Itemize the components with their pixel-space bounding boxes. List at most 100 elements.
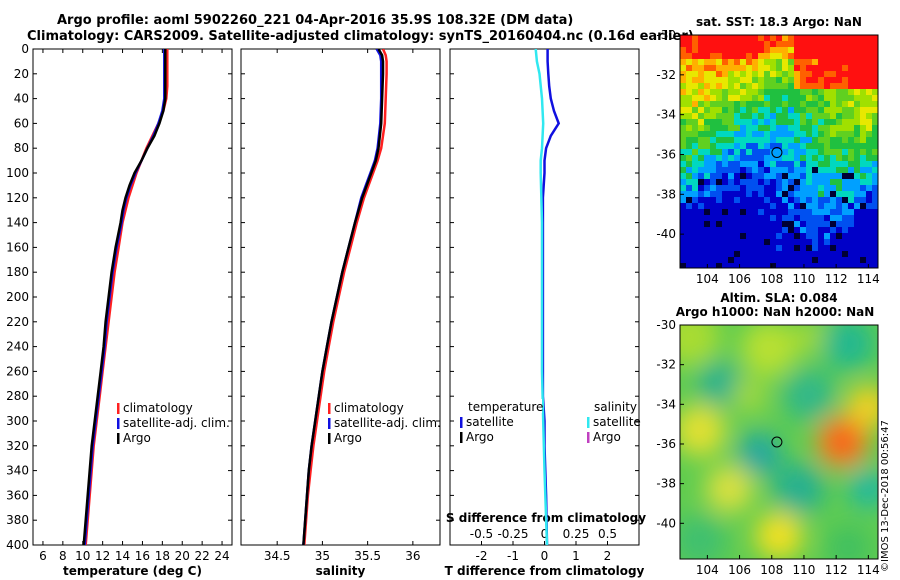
sst-cell <box>848 245 854 251</box>
sst-cell <box>782 203 788 209</box>
sst-cell <box>758 125 764 131</box>
sst-cell <box>764 137 770 143</box>
sst-cell <box>818 131 824 137</box>
sst-cell <box>770 191 776 197</box>
sst-cell <box>764 119 770 125</box>
sst-cell <box>860 221 866 227</box>
sst-cell <box>752 245 758 251</box>
sst-cell <box>872 41 878 47</box>
sst-cell <box>854 95 860 101</box>
sst-cell <box>722 35 728 41</box>
argo-position-marker <box>771 146 783 158</box>
sst-cell <box>782 251 788 257</box>
sst-cell <box>752 77 758 83</box>
sst-cell <box>830 113 836 119</box>
sst-cell <box>794 251 800 257</box>
sst-cell <box>758 143 764 149</box>
sst-cell <box>842 59 848 65</box>
sst-cell <box>728 101 734 107</box>
y-tick-label: 260 <box>6 364 29 378</box>
y-tick-label: 380 <box>6 513 29 527</box>
sst-cell <box>740 35 746 41</box>
sst-cell <box>686 257 692 263</box>
sst-cell <box>854 221 860 227</box>
sst-cell <box>806 131 812 137</box>
sst-cell <box>848 167 854 173</box>
sst-cell <box>758 77 764 83</box>
sst-cell <box>752 71 758 77</box>
sst-cell <box>818 137 824 143</box>
sst-cell <box>776 119 782 125</box>
sst-cell <box>680 239 686 245</box>
sst-cell <box>782 185 788 191</box>
sst-cell <box>860 77 866 83</box>
sst-map-panel: sat. SST: 18.3 Argo: NaN 104 106 108 110 112 1… <box>656 15 879 286</box>
sst-cell <box>866 209 872 215</box>
sst-cell <box>698 251 704 257</box>
sst-cell <box>776 47 782 53</box>
sst-cell <box>770 95 776 101</box>
sst-cell <box>860 149 866 155</box>
x-tick-label: 35 <box>315 549 330 563</box>
sst-cell <box>794 77 800 83</box>
sst-cell <box>734 263 740 268</box>
sst-cell <box>698 161 704 167</box>
sst-cell <box>710 263 716 268</box>
sst-cell <box>782 257 788 263</box>
sst-cell <box>752 119 758 125</box>
sst-cell <box>812 227 818 233</box>
sst-cell <box>770 125 776 131</box>
sst-cell <box>734 239 740 245</box>
sst-cell <box>794 227 800 233</box>
sst-cell <box>764 101 770 107</box>
sst-cell <box>806 173 812 179</box>
sst-cell <box>680 251 686 257</box>
sst-cell <box>752 179 758 185</box>
sst-cell <box>860 203 866 209</box>
sst-cell <box>746 209 752 215</box>
sst-cell <box>836 251 842 257</box>
sst-cell <box>806 161 812 167</box>
map-y-tick-label: -38 <box>656 477 676 491</box>
sla-anomaly-blob <box>680 514 726 559</box>
sst-cell <box>818 221 824 227</box>
x-tick-label: 2 <box>604 549 612 563</box>
sst-cell <box>722 71 728 77</box>
sst-cell <box>836 107 842 113</box>
sst-cell <box>740 131 746 137</box>
sst-cell <box>734 89 740 95</box>
sst-cell <box>830 221 836 227</box>
sst-cell <box>800 131 806 137</box>
sst-cell <box>824 83 830 89</box>
sst-cell <box>788 35 794 41</box>
sst-cell <box>746 161 752 167</box>
sst-cell <box>746 125 752 131</box>
sst-cell <box>692 221 698 227</box>
sst-cell <box>806 215 812 221</box>
sst-cell <box>740 239 746 245</box>
sst-cell <box>704 221 710 227</box>
sst-cell <box>782 215 788 221</box>
sst-cell <box>842 71 848 77</box>
sst-cell <box>788 209 794 215</box>
sst-cell <box>758 191 764 197</box>
sst-cell <box>752 239 758 245</box>
sst-cell <box>860 35 866 41</box>
sst-cell <box>812 155 818 161</box>
sst-cell <box>710 173 716 179</box>
sst-cell <box>848 155 854 161</box>
sst-cell <box>722 173 728 179</box>
sst-cell <box>824 215 830 221</box>
sst-cell <box>704 239 710 245</box>
sst-cell <box>680 257 686 263</box>
sst-cell <box>800 59 806 65</box>
sst-cell <box>854 161 860 167</box>
sst-cell <box>734 179 740 185</box>
sst-cell <box>812 35 818 41</box>
sst-cell <box>698 59 704 65</box>
sst-cell <box>704 101 710 107</box>
sst-cell <box>698 65 704 71</box>
sst-cell <box>758 185 764 191</box>
map-x-tick-label: 108 <box>760 563 783 577</box>
sst-cell <box>830 119 836 125</box>
